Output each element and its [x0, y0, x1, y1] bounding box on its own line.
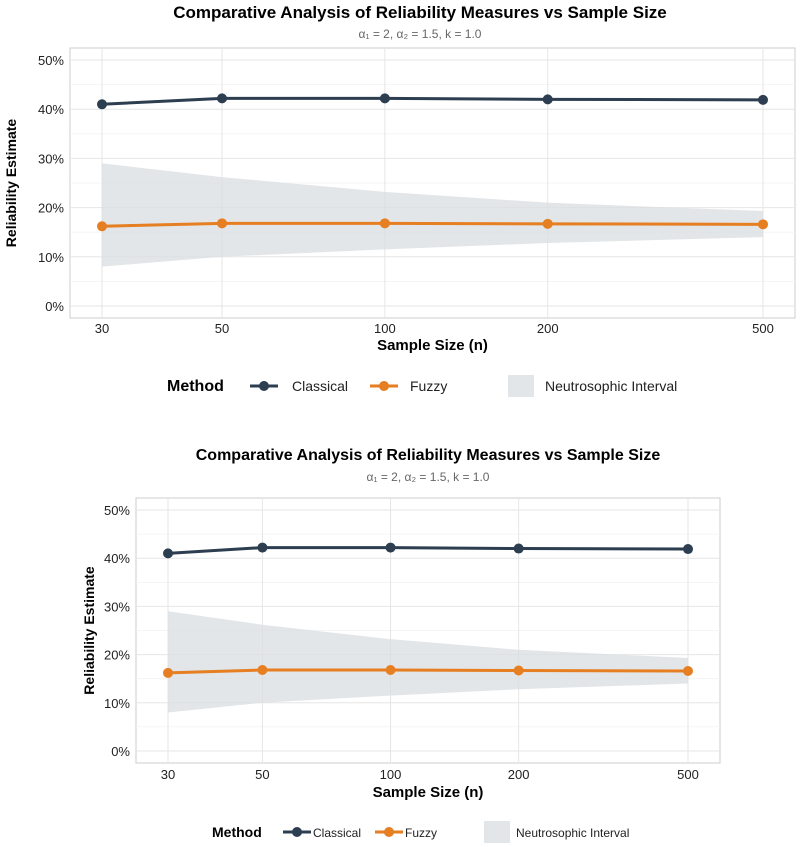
data-point-classical	[97, 99, 107, 110]
data-point-classical	[385, 542, 396, 553]
legend: Method Classical Fuzzy Neutrosophic Interva…	[167, 375, 677, 397]
x-axis-title: Sample Size (n)	[373, 784, 484, 801]
legend-key-fuzzy-point	[379, 381, 389, 391]
y-tick-label: 40%	[104, 551, 130, 566]
y-tick-label: 40%	[38, 102, 64, 117]
y-axis-title: Reliability Estimate	[3, 119, 19, 248]
neutrosophic-interval-band	[102, 163, 763, 267]
y-tick-label: 0%	[111, 744, 130, 759]
y-tick-label: 20%	[38, 201, 64, 216]
y-tick-label: 30%	[38, 151, 64, 166]
data-point-classical	[683, 544, 693, 555]
x-tick-label: 100	[374, 321, 396, 336]
x-tick-label: 200	[508, 767, 530, 782]
neutrosophic-interval-band	[168, 611, 688, 713]
data-point-fuzzy	[379, 218, 390, 229]
legend-label-classical: Classical	[292, 378, 348, 394]
y-tick-label: 50%	[104, 503, 130, 518]
legend-title: Method	[212, 824, 262, 840]
legend-label-fuzzy: Fuzzy	[405, 826, 437, 840]
data-point-fuzzy	[257, 665, 268, 676]
data-point-fuzzy	[385, 665, 396, 676]
data-point-fuzzy	[683, 665, 693, 676]
legend-key-neutrosophic	[508, 375, 534, 397]
data-point-classical	[257, 542, 268, 553]
data-point-fuzzy	[758, 219, 768, 230]
x-tick-label: 30	[161, 767, 175, 782]
chart-1: 0% 10% 20% 30% 40% 50% 30 50 100 200 500 Comparativ…	[3, 3, 796, 397]
x-axis-title: Sample Size (n)	[377, 337, 488, 354]
chart-title: Comparative Analysis of Reliability Meas…	[173, 3, 667, 22]
y-tick-label: 50%	[38, 53, 64, 68]
data-point-classical	[379, 93, 390, 104]
x-tick-label: 30	[95, 321, 109, 336]
data-point-fuzzy	[513, 665, 524, 676]
chart-subtitle: α₁ = 2, α₂ = 1.5, k = 1.0	[359, 27, 482, 41]
data-point-fuzzy	[217, 218, 228, 229]
data-point-fuzzy	[163, 667, 173, 678]
data-point-classical	[513, 543, 524, 554]
legend: Method Classical Fuzzy Neutrosophic Interva…	[212, 821, 629, 843]
chart-title: Comparative Analysis of Reliability Meas…	[196, 447, 661, 464]
legend-key-classical-point	[292, 827, 302, 837]
legend-label-neutrosophic: Neutrosophic Interval	[516, 826, 629, 840]
data-point-classical	[758, 94, 768, 105]
y-tick-label: 30%	[104, 599, 130, 614]
x-tick-label: 500	[752, 321, 774, 336]
x-tick-label: 200	[537, 321, 559, 336]
legend-key-neutrosophic	[484, 821, 510, 843]
x-tick-label: 50	[215, 321, 229, 336]
x-tick-label: 100	[380, 767, 402, 782]
data-point-fuzzy	[542, 218, 553, 229]
x-tick-label: 500	[677, 767, 699, 782]
legend-title: Method	[167, 378, 224, 395]
data-point-classical	[542, 94, 553, 105]
y-tick-label: 10%	[38, 250, 64, 265]
y-axis-title: Reliability Estimate	[81, 566, 97, 695]
y-tick-label: 20%	[104, 648, 130, 663]
y-tick-label: 10%	[104, 696, 130, 711]
legend-label-fuzzy: Fuzzy	[410, 378, 447, 394]
legend-label-neutrosophic: Neutrosophic Interval	[545, 378, 677, 394]
legend-key-fuzzy-point	[384, 827, 394, 837]
chart-subtitle: α₁ = 2, α₂ = 1.5, k = 1.0	[367, 470, 490, 484]
legend-key-classical-point	[259, 381, 269, 391]
y-tick-label: 0%	[45, 299, 64, 314]
data-point-classical	[163, 548, 173, 559]
data-point-classical	[217, 93, 228, 104]
chart-2: 0% 10% 20% 30% 40% 50% 30 50 100 200 500 Comparativ…	[81, 447, 721, 843]
data-point-fuzzy	[97, 221, 107, 232]
x-tick-label: 50	[255, 767, 269, 782]
legend-label-classical: Classical	[313, 826, 361, 840]
